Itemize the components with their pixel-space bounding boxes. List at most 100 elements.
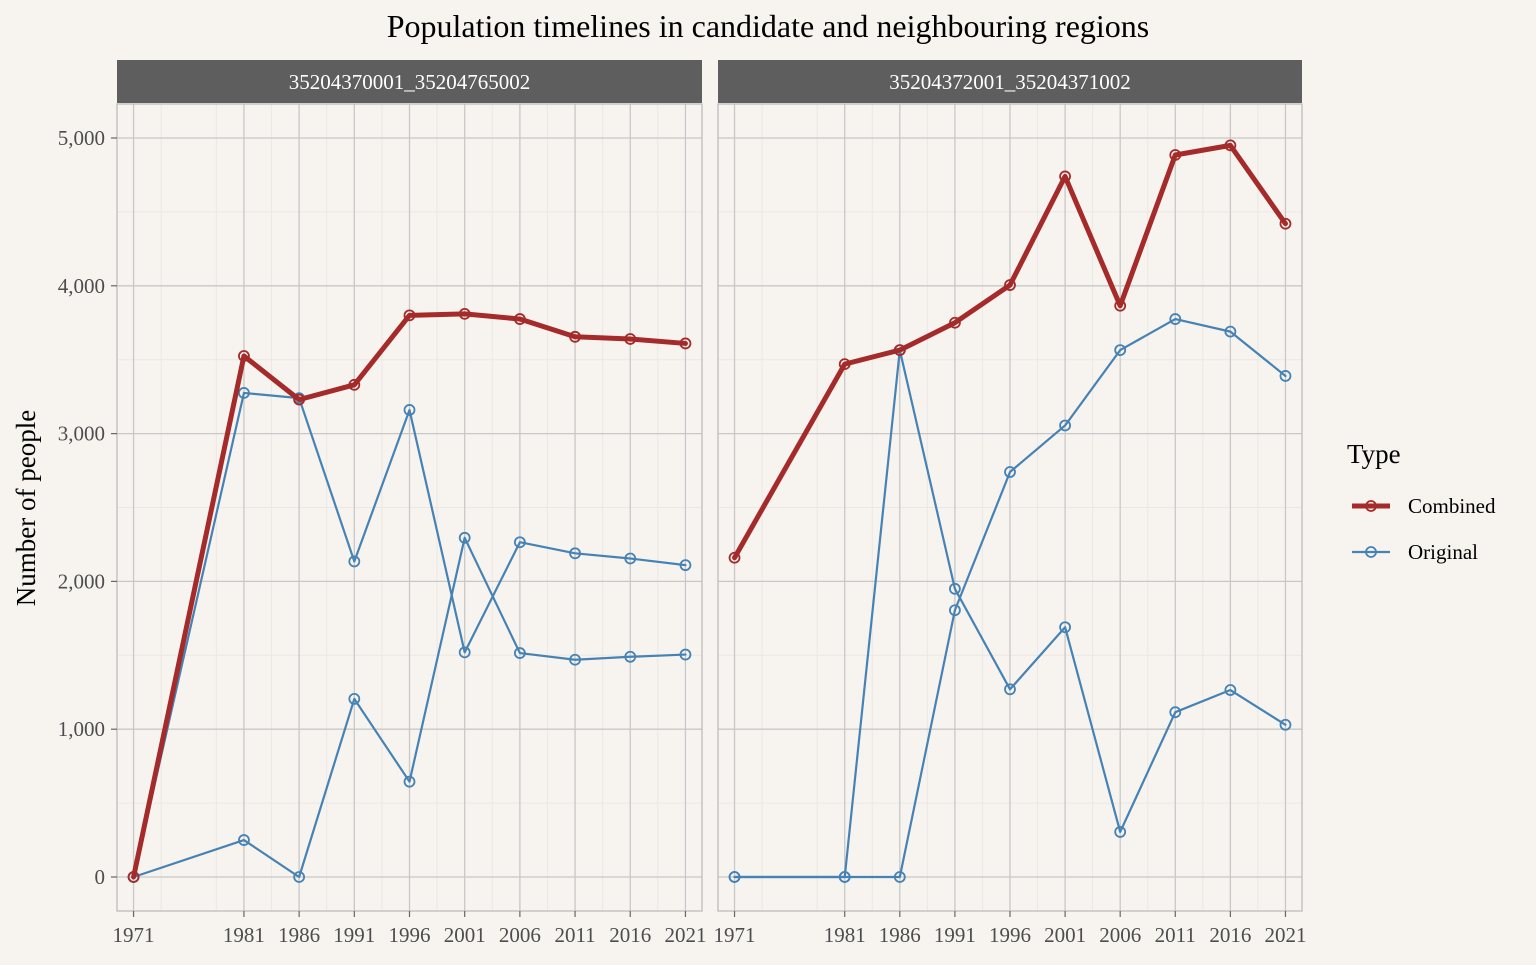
legend-label: Original — [1408, 540, 1478, 564]
facet-strip-label: 35204372001_35204371002 — [889, 70, 1131, 94]
combined-series-line — [732, 142, 1288, 561]
original-data-point — [949, 604, 961, 617]
original-data-point — [949, 582, 961, 595]
original-data-point — [569, 653, 581, 666]
x-tick-label: 1981 — [824, 923, 866, 947]
original-data-point — [624, 650, 637, 663]
x-tick-label: 2006 — [1099, 923, 1141, 947]
x-tick-label: 1991 — [934, 923, 976, 947]
original-data-point — [403, 775, 416, 788]
original-series-line — [733, 317, 1287, 879]
combined-data-point — [293, 393, 306, 406]
combined-data-point — [569, 330, 581, 343]
chart-title: Population timelines in candidate and ne… — [387, 8, 1150, 44]
original-data-point — [624, 552, 637, 565]
x-tick-label: 2021 — [664, 923, 706, 947]
legend-label: Combined — [1408, 494, 1496, 518]
original-data-point — [679, 559, 692, 572]
y-axis-title: Number of people — [11, 410, 41, 606]
x-tick-label: 2001 — [1044, 923, 1086, 947]
original-data-point — [1004, 466, 1016, 478]
legend-key-point — [1365, 500, 1377, 512]
combined-data-point — [1224, 139, 1237, 152]
original-data-point — [893, 871, 906, 883]
original-data-point — [1169, 706, 1182, 719]
original-data-point — [1224, 684, 1237, 696]
original-data-point — [403, 404, 416, 416]
x-tick-label: 1991 — [333, 923, 375, 947]
facets-layer: 35204370001_35204765002 1971 1981 1986 1991 1… — [58, 60, 1306, 947]
x-tick-label: 1996 — [389, 923, 431, 947]
combined-data-point — [1059, 170, 1071, 183]
original-data-point — [1169, 313, 1182, 325]
original-series-line — [132, 536, 687, 879]
original-data-point — [1004, 683, 1016, 696]
x-tick-label: 2011 — [554, 923, 595, 947]
original-data-point — [1114, 344, 1127, 356]
x-tick-label: 1986 — [278, 923, 320, 947]
combined-data-point — [403, 309, 416, 322]
x-tick-label: 2001 — [444, 923, 486, 947]
x-tick-label: 2011 — [1155, 923, 1196, 947]
x-tick-label: 1971 — [113, 923, 155, 947]
original-data-point — [838, 871, 851, 883]
legend: Type Combined Original — [1347, 439, 1496, 564]
x-tick-label: 1996 — [989, 923, 1031, 947]
combined-data-point — [949, 316, 961, 329]
y-tick-label: 5,000 — [58, 126, 105, 150]
original-data-point — [238, 387, 250, 399]
original-data-point — [458, 646, 471, 659]
original-data-point — [1279, 718, 1292, 731]
original-data-point — [348, 693, 361, 705]
facet-strip — [718, 60, 1302, 103]
y-tick-label: 0 — [95, 865, 106, 889]
original-data-point — [1114, 826, 1127, 838]
facet-strip — [117, 60, 702, 103]
original-data-point — [728, 871, 741, 883]
original-data-point — [1059, 621, 1071, 634]
facet-strip-label: 35204370001_35204765002 — [289, 70, 531, 94]
combined-data-point — [893, 344, 906, 356]
x-tick-label: 1981 — [223, 923, 265, 947]
original-data-point — [293, 871, 306, 883]
combined-data-point — [728, 551, 741, 564]
combined-data-point — [238, 350, 250, 362]
combined-data-point — [348, 378, 361, 391]
combined-data-point — [1114, 299, 1127, 312]
combined-series-line — [131, 311, 688, 880]
x-tick-label: 1971 — [714, 923, 756, 947]
y-tick-label: 1,000 — [58, 717, 105, 741]
original-series-line — [733, 348, 1287, 879]
facet-panel: 35204370001_35204765002 1971 1981 1986 1991 1… — [58, 60, 706, 947]
combined-data-point — [1279, 217, 1292, 230]
legend-title: Type — [1347, 439, 1401, 469]
x-tick-label: 2016 — [609, 923, 651, 947]
combined-data-point — [838, 358, 851, 371]
original-data-point — [679, 648, 692, 661]
legend-key-point — [1365, 546, 1377, 558]
y-tick-label: 4,000 — [58, 274, 105, 298]
original-data-point — [513, 647, 526, 659]
original-data-point — [348, 555, 361, 568]
combined-data-point — [513, 313, 526, 325]
combined-data-point — [1169, 149, 1182, 161]
original-series-line — [132, 391, 687, 879]
combined-data-point — [127, 871, 140, 883]
original-data-point — [238, 834, 250, 846]
x-tick-label: 2021 — [1264, 923, 1306, 947]
x-tick-label: 1986 — [879, 923, 921, 947]
original-data-point — [1279, 370, 1292, 382]
y-tick-label: 2,000 — [58, 569, 105, 593]
y-tick-label: 3,000 — [58, 422, 105, 446]
original-data-point — [569, 547, 581, 560]
original-data-point — [513, 536, 526, 549]
x-tick-label: 2006 — [499, 923, 541, 947]
combined-data-point — [458, 307, 471, 320]
combined-data-point — [1004, 279, 1016, 291]
combined-data-point — [624, 333, 637, 345]
original-data-point — [458, 531, 471, 544]
original-data-point — [1224, 325, 1237, 338]
facet-panel: 35204372001_35204371002 1971 1981 1986 1991 1… — [714, 60, 1306, 947]
